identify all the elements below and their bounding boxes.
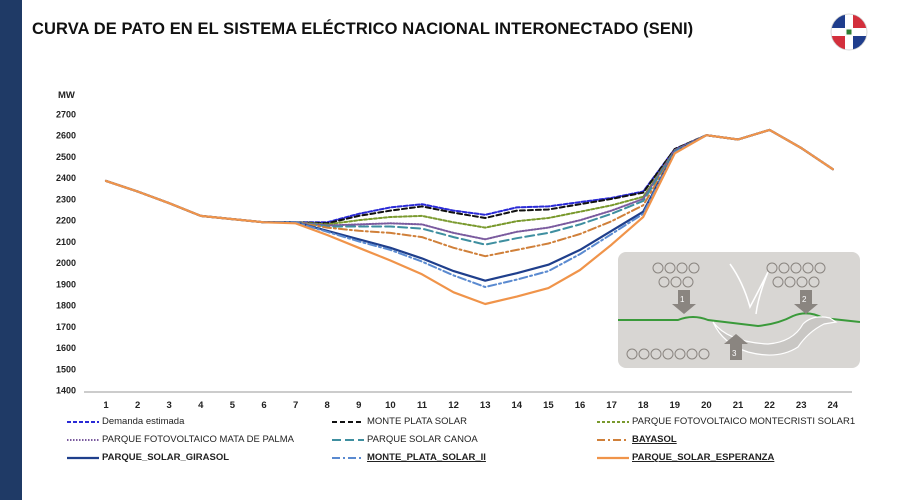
x-tick-label: 8 bbox=[325, 400, 330, 411]
x-tick-label: 17 bbox=[606, 400, 617, 411]
x-tick-label: 23 bbox=[796, 400, 807, 411]
x-tick-label: 4 bbox=[198, 400, 204, 411]
legend-label: PARQUE SOLAR CANOA bbox=[367, 434, 478, 445]
x-tick-label: 3 bbox=[167, 400, 172, 411]
x-tick-label: 1 bbox=[103, 400, 109, 411]
dominican-republic-flag-icon bbox=[830, 13, 868, 51]
duck-curve-illustration-icon: 1 2 3 bbox=[618, 252, 861, 368]
x-tick-label: 18 bbox=[638, 400, 649, 411]
x-tick-label: 22 bbox=[764, 400, 775, 411]
x-tick-label: 21 bbox=[733, 400, 744, 411]
y-tick-label: 1800 bbox=[56, 301, 76, 311]
title-bar: CURVA DE PATO EN EL SISTEMA ELÉCTRICO NA… bbox=[22, 0, 900, 62]
x-tick-label: 19 bbox=[670, 400, 681, 411]
legend-label: PARQUE FOTOVOLTAICO MONTECRISTI SOLAR1 bbox=[632, 416, 856, 427]
legend-label: Demanda estimada bbox=[102, 416, 185, 427]
series-line-8 bbox=[104, 128, 834, 306]
legend-item: PARQUE FOTOVOLTAICO MONTECRISTI SOLAR1 bbox=[597, 416, 855, 428]
x-tick-label: 2 bbox=[135, 400, 140, 411]
legend-item: PARQUE_SOLAR_ESPERANZA bbox=[597, 452, 774, 464]
legend-item: BAYASOL bbox=[597, 434, 677, 446]
y-tick-label: 2100 bbox=[56, 237, 76, 247]
x-tick-label: 10 bbox=[385, 400, 396, 411]
x-tick-label: 14 bbox=[512, 400, 523, 411]
x-tick-label: 15 bbox=[543, 400, 554, 411]
y-tick-label: 2200 bbox=[56, 216, 76, 226]
series-line-1 bbox=[105, 128, 834, 225]
legend-label: PARQUE_SOLAR_GIRASOL bbox=[102, 452, 230, 463]
x-tick-label: 12 bbox=[448, 400, 459, 411]
chart-area: 1400 1500 1600 1700 1800 1900 2000 2100 2200 2300… bbox=[22, 62, 900, 500]
y-tick-label: 2400 bbox=[56, 173, 76, 183]
legend-item: MONTE PLATA SOLAR bbox=[332, 416, 467, 428]
legend-item: PARQUE_SOLAR_GIRASOL bbox=[67, 452, 229, 464]
x-tick-label: 20 bbox=[701, 400, 712, 411]
marker-1: 1 bbox=[680, 295, 685, 304]
x-tick-label: 7 bbox=[293, 400, 298, 411]
legend-label: MONTE_PLATA_SOLAR_II bbox=[367, 452, 486, 463]
legend-item: PARQUE SOLAR CANOA bbox=[332, 434, 478, 446]
x-tick-label: 24 bbox=[828, 400, 839, 411]
series-line-3 bbox=[105, 128, 834, 241]
x-tick-label: 13 bbox=[480, 400, 491, 411]
chart-legend: Demanda estimada MONTE PLATA SOLAR PARQU… bbox=[67, 416, 897, 476]
legend-label: PARQUE FOTOVOLTAICO MATA DE PALMA bbox=[102, 434, 294, 445]
marker-2: 2 bbox=[802, 295, 807, 304]
x-tick-label: 11 bbox=[417, 400, 428, 411]
y-tick-label: 2500 bbox=[56, 152, 76, 162]
y-tick-label: 2700 bbox=[56, 110, 76, 120]
legend-label: BAYASOL bbox=[632, 434, 677, 445]
legend-label: PARQUE_SOLAR_ESPERANZA bbox=[632, 452, 775, 463]
y-tick-label: 1700 bbox=[56, 322, 76, 332]
y-tick-label: 2300 bbox=[56, 194, 76, 204]
slide: CURVA DE PATO EN EL SISTEMA ELÉCTRICO NA… bbox=[22, 0, 900, 500]
y-tick-label: 1600 bbox=[56, 343, 76, 353]
marker-3: 3 bbox=[732, 349, 737, 358]
series-line-0 bbox=[105, 128, 834, 224]
legend-item: Demanda estimada bbox=[67, 416, 184, 428]
legend-item: MONTE_PLATA_SOLAR_II bbox=[332, 452, 486, 464]
x-tick-label: 9 bbox=[356, 400, 361, 411]
y-tick-label: 1500 bbox=[56, 364, 76, 374]
x-tick-label: 16 bbox=[575, 400, 586, 411]
page-title: CURVA DE PATO EN EL SISTEMA ELÉCTRICO NA… bbox=[32, 20, 694, 38]
legend-item: PARQUE FOTOVOLTAICO MATA DE PALMA bbox=[67, 434, 294, 446]
series-line-4 bbox=[105, 128, 834, 246]
duck-curve-chart: 1400 1500 1600 1700 1800 1900 2000 2100 2200 2300… bbox=[56, 90, 852, 411]
legend-label: MONTE PLATA SOLAR bbox=[367, 416, 467, 427]
x-tick-label: 6 bbox=[261, 400, 266, 411]
y-axis-label: MW bbox=[58, 90, 75, 101]
y-tick-label: 1900 bbox=[56, 279, 76, 289]
y-tick-label: 1400 bbox=[56, 386, 76, 396]
x-tick-label: 5 bbox=[230, 400, 236, 411]
y-tick-label: 2600 bbox=[56, 131, 76, 141]
series-line-5 bbox=[105, 128, 834, 258]
y-tick-label: 2000 bbox=[56, 258, 76, 268]
